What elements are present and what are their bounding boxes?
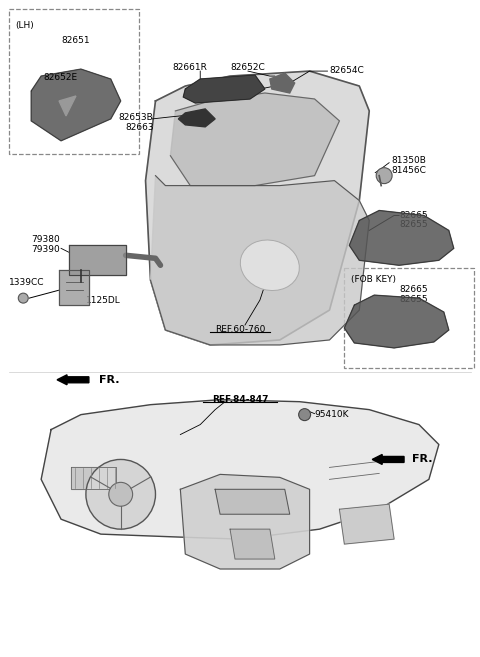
- Text: 82651: 82651: [61, 36, 90, 45]
- Text: FR.: FR.: [412, 455, 432, 464]
- Polygon shape: [270, 73, 295, 93]
- Polygon shape: [339, 505, 394, 544]
- Text: 1339CC: 1339CC: [9, 278, 45, 287]
- FancyArrow shape: [57, 374, 89, 385]
- Text: 95410K: 95410K: [314, 410, 349, 419]
- Polygon shape: [170, 93, 339, 186]
- Polygon shape: [151, 175, 369, 345]
- Text: 81350B: 81350B: [391, 156, 426, 165]
- Text: 1125DL: 1125DL: [86, 296, 120, 305]
- FancyArrow shape: [372, 455, 404, 464]
- Polygon shape: [215, 489, 290, 514]
- Text: 82655: 82655: [399, 295, 428, 304]
- Text: REF.84-847: REF.84-847: [212, 395, 268, 403]
- Circle shape: [86, 459, 156, 529]
- Polygon shape: [179, 109, 215, 127]
- Text: 82655: 82655: [399, 221, 428, 229]
- Polygon shape: [183, 75, 265, 103]
- Bar: [9, 9, 139, 154]
- Ellipse shape: [240, 240, 300, 290]
- Polygon shape: [59, 96, 76, 116]
- Circle shape: [109, 482, 132, 507]
- Text: (LH): (LH): [15, 21, 34, 30]
- Circle shape: [18, 293, 28, 303]
- Polygon shape: [41, 399, 439, 539]
- Text: 82652C: 82652C: [230, 63, 265, 72]
- Text: 79390: 79390: [31, 245, 60, 254]
- Text: 82661R: 82661R: [173, 63, 208, 72]
- Polygon shape: [31, 69, 120, 141]
- Circle shape: [376, 168, 392, 183]
- Polygon shape: [230, 529, 275, 559]
- Polygon shape: [145, 71, 369, 345]
- Text: REF.60-760: REF.60-760: [215, 325, 265, 334]
- Polygon shape: [344, 295, 449, 348]
- Text: (FOB KEY): (FOB KEY): [351, 275, 396, 284]
- Polygon shape: [180, 474, 310, 569]
- Text: 79380: 79380: [31, 235, 60, 244]
- Bar: [344, 268, 474, 368]
- Text: 82665: 82665: [399, 285, 428, 294]
- Polygon shape: [69, 245, 126, 275]
- Text: 82653B: 82653B: [119, 113, 154, 122]
- Polygon shape: [349, 210, 454, 265]
- Text: 82663: 82663: [125, 123, 154, 132]
- Text: 81456C: 81456C: [391, 166, 426, 175]
- Polygon shape: [59, 270, 89, 305]
- Text: FR.: FR.: [99, 374, 120, 385]
- Polygon shape: [71, 467, 116, 489]
- Text: 82654C: 82654C: [329, 66, 364, 75]
- Circle shape: [299, 409, 311, 420]
- Text: 82665: 82665: [399, 210, 428, 219]
- Text: 82652E: 82652E: [43, 73, 77, 82]
